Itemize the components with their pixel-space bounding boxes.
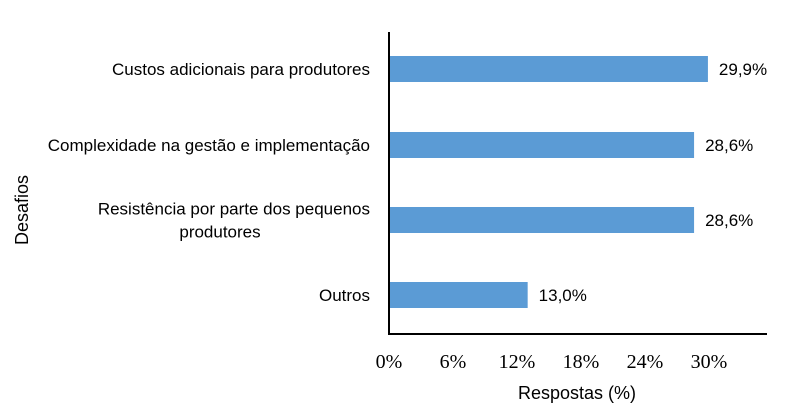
- x-tick-label: 24%: [627, 351, 664, 373]
- x-tick-label: 30%: [691, 351, 728, 373]
- data-label: 13,0%: [539, 286, 587, 305]
- x-tick-label: 18%: [563, 351, 600, 373]
- category-labels: Custos adicionais para produtores Complex…: [48, 60, 370, 305]
- y-axis-title: Desafios: [12, 175, 32, 245]
- category-label: produtores: [179, 223, 260, 242]
- x-tick-labels: 0% 6% 12% 18% 24% 30%: [376, 351, 728, 373]
- x-tick-label: 12%: [499, 351, 536, 373]
- x-axis-title: Respostas (%): [518, 383, 636, 403]
- data-label: 28,6%: [705, 136, 753, 155]
- x-tick-label: 0%: [376, 351, 403, 373]
- category-label: Resistência por parte dos pequenos: [98, 200, 370, 219]
- data-label: 29,9%: [719, 60, 767, 79]
- bar: [389, 56, 708, 82]
- value-labels: 29,9% 28,6% 28,6% 13,0%: [539, 60, 767, 305]
- category-label: Outros: [319, 286, 370, 305]
- category-label: Custos adicionais para produtores: [112, 60, 370, 79]
- data-label: 28,6%: [705, 211, 753, 230]
- category-label: Complexidade na gestão e implementação: [48, 136, 370, 155]
- bar: [389, 282, 528, 308]
- bar: [389, 207, 695, 233]
- bar: [389, 132, 695, 158]
- bars-group: [389, 56, 708, 308]
- x-tick-label: 6%: [440, 351, 467, 373]
